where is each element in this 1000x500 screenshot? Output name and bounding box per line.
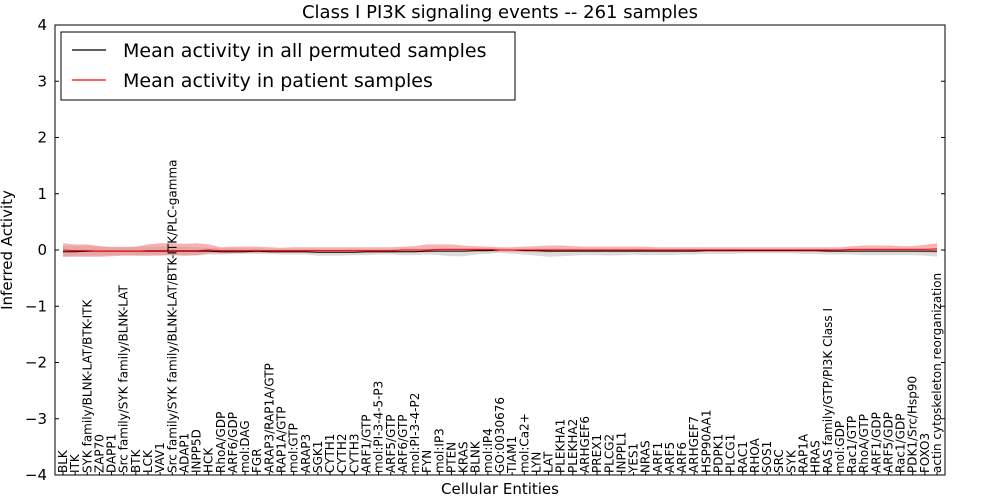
x-tick-label: SYK (784, 449, 798, 473)
x-tick-label: YES1 (627, 443, 641, 474)
legend-label-permuted: Mean activity in all permuted samples (123, 40, 486, 62)
x-tick-label: PREX1 (590, 434, 604, 473)
x-tick-label: PLEKHA2 (566, 419, 580, 473)
x-tick-label: RAS family/GTP/PI3K Class I (821, 308, 835, 473)
y-tick-label: −2 (25, 354, 47, 372)
y-tick-label: 3 (37, 72, 47, 90)
x-tick-label: Rac1/GTP (845, 416, 859, 473)
x-tick-label: PLEKHA1 (554, 419, 568, 473)
x-tick-label: ARAP3/RAP1A/GTP (262, 363, 276, 473)
x-tick-label: FYN (420, 450, 434, 473)
x-tick-label: ARHGEF6 (578, 416, 592, 473)
x-tick-label: Src family/SYK family/BLNK-LAT/BTK-ITK/P… (165, 159, 179, 473)
y-tick-label: 0 (37, 241, 47, 259)
x-tick-label: INPP5D (190, 429, 204, 473)
x-tick-label: ARF6/GTP (396, 414, 410, 473)
x-tick-label: DAPP1 (105, 434, 119, 473)
x-tick-label: PLCG2 (602, 434, 616, 473)
x-tick-label: ZAP70 (92, 434, 106, 473)
x-tick-label: ARF5 (663, 442, 677, 473)
x-tick-label: BLNK (469, 440, 483, 473)
x-tick-label: KRAS (457, 441, 471, 473)
x-tick-label: HSP90AA1 (699, 409, 713, 473)
x-tick-label: Rac1/GDP (894, 414, 908, 473)
x-tick-label: SRC (772, 449, 786, 473)
chart-title: Class I PI3K signaling events -- 261 sam… (302, 2, 698, 23)
x-tick-label: BTK (129, 448, 143, 473)
series-lines (62, 248, 938, 253)
x-tick-label: ARF1/GTP (360, 414, 374, 473)
x-tick-label: INPPL1 (614, 432, 628, 473)
x-tick-label: ARAP3 (299, 434, 313, 473)
x-tick-label: ARF5/GTP (384, 414, 398, 473)
x-tick-label: mol:IP3 (432, 428, 446, 473)
x-tick-label: BLK (56, 449, 70, 473)
x-tick-label: Src family/SYK family/BLNK-LAT (117, 284, 131, 473)
x-tick-label: ADAP1 (177, 433, 191, 473)
x-tick-label: TIAM1 (505, 436, 519, 474)
y-tick-label: −3 (25, 410, 47, 428)
x-tick-label: GO:0030676 (493, 397, 507, 473)
x-tick-label: ARHGEF7 (687, 416, 701, 473)
x-tick-label: mol:GTP (287, 423, 301, 473)
x-tick-label: actin cytoskeleton reorganization (930, 273, 944, 473)
x-tick-label: mol:PI-3-4-5-P3 (372, 381, 386, 473)
plot-frame (54, 24, 946, 476)
y-tick-label: −4 (25, 466, 47, 484)
x-tick-label: ARF6/GDP (226, 412, 240, 473)
x-tick-label: mol:PI-3-4-P2 (408, 393, 422, 473)
x-tick-label: mol:GDP (833, 421, 847, 473)
x-tick-label: RhoA/GDP (214, 412, 228, 473)
x-tick-label: ITK (68, 453, 82, 473)
x-tick-label: RAP1A (797, 433, 811, 473)
x-tick-label: PDPK1 (712, 434, 726, 473)
x-tick-label: CYTH3 (347, 433, 361, 473)
x-tick-label: ARF5/GDP (881, 412, 895, 473)
x-tick-label: PDK1/Src/Hsp90 (906, 376, 920, 473)
x-tick-label: LYN (529, 452, 543, 473)
x-tick-label: FGR (250, 448, 264, 473)
legend-label-patient: Mean activity in patient samples (123, 70, 433, 92)
x-tick-label: RAC1 (736, 441, 750, 473)
y-axis-ticks: 4 3 2 1 0 −1 −2 −3 −4 (25, 16, 945, 484)
x-tick-label: VAV1 (153, 442, 167, 473)
y-tick-label: 1 (37, 185, 47, 203)
x-tick-label: RHOA (748, 437, 762, 473)
x-tick-label: mol:Ca2+ (517, 413, 531, 473)
x-tick-label: SGK1 (311, 441, 325, 473)
x-tick-label: mol:DAG (238, 420, 252, 473)
x-axis-label: Cellular Entities (441, 480, 559, 498)
y-tick-label: −1 (25, 297, 47, 315)
x-tick-label: mol:IP4 (481, 428, 495, 473)
y-axis-label: Inferred Activity (0, 190, 16, 310)
x-tick-label: SOS1 (760, 441, 774, 473)
x-tick-label: LCK (141, 449, 155, 473)
x-tick-label: ARF1/GDP (869, 412, 883, 473)
x-tick-label: CYTH1 (323, 434, 337, 474)
x-tick-label: RhoA/GTP (857, 414, 871, 473)
x-tick-label: HRAS (809, 440, 823, 473)
y-tick-label: 2 (37, 129, 47, 147)
x-tick-label: HCK (202, 447, 216, 473)
x-tick-label: LAT (542, 451, 556, 473)
x-tick-label: ARF6 (675, 442, 689, 473)
x-tick-label: FOXO3 (918, 433, 932, 473)
x-tick-label: NRAS (639, 440, 653, 473)
x-tick-label: PTEN (444, 442, 458, 473)
legend: Mean activity in all permuted samples Me… (60, 31, 516, 101)
y-tick-label: 4 (37, 16, 47, 34)
x-tick-label: CYTH2 (335, 434, 349, 474)
x-tick-label: RAP1A/GTP (275, 406, 289, 473)
line-series-1 (62, 248, 938, 252)
x-tick-label: ARF1 (651, 442, 665, 473)
x-tick-label: PLCG1 (724, 434, 738, 473)
x-tick-label: SYK family/BLNK-LAT/BTK-ITK (80, 298, 94, 473)
legend-box (60, 31, 516, 101)
